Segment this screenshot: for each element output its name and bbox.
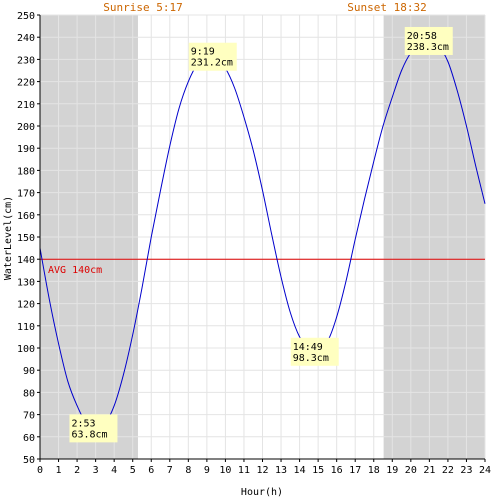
y-tick-label: 50: [23, 455, 35, 466]
y-tick-label: 80: [23, 388, 35, 399]
x-tick-label: 21: [423, 465, 435, 476]
grid-layer: [39, 14, 486, 460]
y-tick-label: 60: [23, 433, 35, 444]
x-tick-label: 1: [56, 465, 62, 476]
x-tick-label: 23: [460, 465, 472, 476]
x-tick-label: 22: [442, 465, 454, 476]
annotation-time: 20:58: [407, 31, 437, 42]
y-tick-label: 240: [17, 33, 35, 44]
x-tick-label: 4: [111, 465, 117, 476]
y-tick-label: 190: [17, 144, 35, 155]
annotation-time: 2:53: [71, 418, 95, 429]
annotation-box: [290, 337, 339, 366]
annotation-time: 14:49: [293, 342, 323, 353]
annotation-value: 98.3cm: [293, 353, 329, 364]
x-tick-label: 15: [312, 465, 324, 476]
x-tick-label: 0: [37, 465, 43, 476]
annotation-value: 238.3cm: [407, 42, 449, 53]
y-tick-label: 140: [17, 255, 35, 266]
y-tick-label: 100: [17, 344, 35, 355]
y-tick-label: 90: [23, 366, 35, 377]
tick-label-layer: 0 1 2 3 4 5 6 7 8 9 10 11 12 13 14 15 16 17 18 19 20 21 22 23 24…: [17, 11, 491, 476]
annotation-box: [188, 42, 237, 71]
average-label: AVG 140cm: [48, 265, 102, 276]
sunset-label: Sunset 18:32: [347, 1, 426, 14]
y-tick-label: 120: [17, 300, 35, 311]
annotation-box: [69, 414, 118, 443]
x-tick-label: 13: [275, 465, 287, 476]
y-tick-label: 200: [17, 122, 35, 133]
y-tick-label: 180: [17, 166, 35, 177]
x-tick-label: 2: [74, 465, 80, 476]
x-tick-label: 12: [256, 465, 268, 476]
y-tick-label: 110: [17, 322, 35, 333]
y-tick-label: 160: [17, 211, 35, 222]
x-tick-label: 9: [204, 465, 210, 476]
x-tick-label: 11: [238, 465, 250, 476]
x-tick-label: 16: [331, 465, 343, 476]
x-tick-label: 5: [130, 465, 136, 476]
y-axis-title: WaterLevel(cm): [3, 196, 14, 280]
annotation-box: [404, 26, 453, 55]
x-tick-label: 20: [405, 465, 417, 476]
x-tick-label: 10: [219, 465, 231, 476]
x-tick-label: 7: [167, 465, 173, 476]
x-tick-label: 8: [185, 465, 191, 476]
x-tick-label: 6: [148, 465, 154, 476]
annotation-value: 63.8cm: [71, 429, 107, 440]
y-tick-label: 220: [17, 78, 35, 89]
y-tick-label: 210: [17, 100, 35, 111]
average-line-layer: AVG 140cm: [40, 258, 485, 276]
annotation-value: 231.2cm: [191, 58, 233, 69]
y-tick-label: 70: [23, 411, 35, 422]
y-tick-label: 130: [17, 277, 35, 288]
y-tick-label: 230: [17, 55, 35, 66]
x-tick-label: 18: [368, 465, 380, 476]
sunrise-label: Sunrise 5:17: [103, 1, 182, 14]
y-tick-label: 150: [17, 233, 35, 244]
axes-layer: [37, 14, 486, 462]
x-axis-title: Hour(h): [241, 487, 283, 498]
annotation-time: 9:19: [191, 47, 215, 58]
y-tick-label: 170: [17, 189, 35, 200]
y-tick-label: 250: [17, 11, 35, 22]
x-tick-label: 19: [386, 465, 398, 476]
x-tick-label: 14: [294, 465, 306, 476]
x-tick-label: 24: [479, 465, 491, 476]
x-tick-label: 17: [349, 465, 361, 476]
x-tick-label: 3: [93, 465, 99, 476]
